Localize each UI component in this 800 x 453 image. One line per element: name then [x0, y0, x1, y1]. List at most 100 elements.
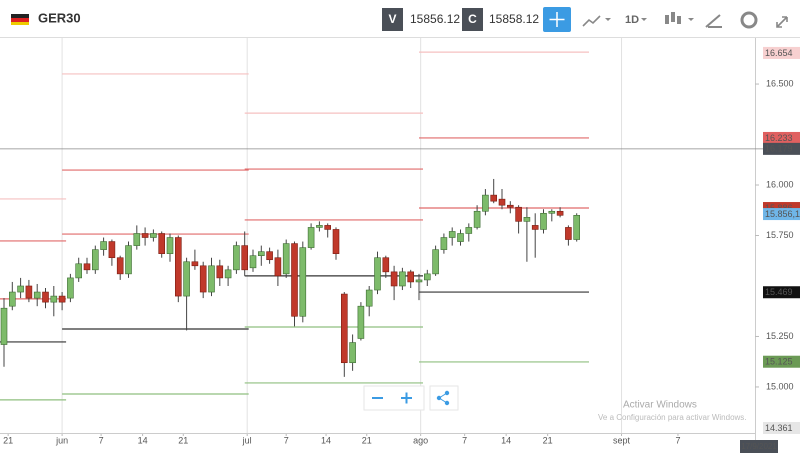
date-label-box — [740, 440, 778, 453]
candle-body — [108, 241, 116, 259]
candle-body — [58, 295, 66, 303]
candle-body — [482, 194, 489, 212]
price-label: 15.886 — [765, 203, 793, 213]
buy-price[interactable]: 15858.12 — [489, 12, 539, 26]
candle-body — [548, 210, 556, 214]
x-tick-label: 7 — [462, 435, 467, 445]
candle-body — [307, 227, 315, 248]
candle-body — [282, 243, 290, 275]
candle-body — [423, 273, 431, 281]
candle-body — [125, 245, 132, 275]
candle-type-button[interactable] — [665, 12, 681, 24]
x-tick-label: 7 — [284, 435, 289, 445]
candle-body — [440, 237, 448, 250]
candle-body — [349, 342, 356, 364]
candle-body — [42, 291, 49, 303]
sell-tag-box[interactable] — [382, 8, 403, 31]
candle-body — [199, 265, 207, 293]
x-tick-label: jun — [55, 435, 68, 445]
buy-tag-box[interactable] — [462, 8, 483, 31]
x-tick-label: 7 — [99, 435, 104, 445]
candle-body — [0, 307, 8, 345]
candle-body — [175, 237, 182, 297]
candle-body — [490, 194, 498, 202]
candle-body — [150, 233, 157, 238]
line-chart-button[interactable] — [582, 15, 601, 27]
candle-body — [540, 212, 547, 230]
dropdown-arrow — [641, 18, 647, 21]
candle-body — [141, 233, 149, 238]
candle-body — [166, 237, 174, 254]
candle-body — [266, 251, 273, 261]
candle-body — [216, 265, 224, 279]
y-tick-label: 15.000 — [766, 381, 794, 391]
x-tick-label: ago — [413, 435, 428, 445]
buy-tag[interactable]: C — [468, 12, 477, 26]
watermark-text: Ve a Configuración para activar Windows. — [598, 413, 747, 422]
share-icon — [436, 390, 450, 406]
dropdown-arrow — [605, 18, 611, 21]
x-tick-label: 14 — [138, 435, 148, 445]
candle-body — [133, 233, 141, 246]
candle-body — [274, 257, 282, 277]
timeframe[interactable]: 1D — [625, 14, 639, 26]
candle-body — [565, 227, 572, 240]
candle-body — [83, 263, 91, 271]
candle-body — [25, 285, 33, 299]
candle-body — [374, 257, 381, 291]
candle-body — [531, 225, 539, 230]
candle-body — [67, 277, 74, 299]
zoom-in[interactable] — [401, 392, 412, 404]
price-label: 15.856,12 — [765, 209, 800, 219]
x-tick-label: 21 — [362, 435, 372, 445]
candle-body — [332, 229, 340, 254]
candle-body — [233, 245, 240, 271]
price-label: 16.654 — [765, 48, 793, 58]
price-label-box — [763, 142, 800, 155]
symbol: GER30 — [38, 10, 81, 25]
x-tick-label: jul — [242, 435, 252, 445]
price-label-box — [763, 355, 800, 368]
plot: 21 jun 7 14 21 jul 7 14 21 ago 7 14 21 sept 7 16.500 16.… — [0, 38, 800, 453]
candle-body — [556, 210, 564, 216]
y-tick-label: 16.000 — [766, 179, 794, 189]
y-tick-label: 15.250 — [766, 331, 794, 341]
flag-icon — [11, 14, 29, 25]
candle-body — [324, 225, 332, 230]
candle-body — [208, 265, 215, 293]
candle-body — [415, 279, 423, 283]
candle-body — [33, 291, 41, 299]
settings-button[interactable] — [740, 11, 758, 29]
candle-body — [316, 225, 323, 228]
price-label-box — [763, 46, 800, 59]
candle-body — [257, 251, 265, 256]
candle-body — [399, 271, 406, 287]
candle-body — [17, 285, 24, 293]
x-tick-label: sept — [613, 435, 631, 445]
price-label-box — [763, 286, 800, 299]
candle-body — [241, 245, 248, 271]
candle-body — [158, 233, 165, 254]
x-tick-label: 21 — [178, 435, 188, 445]
candle-body — [407, 271, 415, 283]
candle-body — [92, 249, 99, 271]
y-tick-label: 15.750 — [766, 230, 794, 240]
watermark-title: Activar Windows — [623, 400, 697, 411]
candle-body — [299, 247, 307, 317]
x-tick-label: 21 — [3, 435, 13, 445]
candle-body — [457, 233, 464, 242]
sell-price[interactable]: 15856.12 — [410, 12, 460, 26]
candle-body — [448, 231, 456, 238]
sell-tag[interactable]: V — [388, 12, 396, 26]
candle-body — [9, 291, 16, 307]
share-button[interactable] — [429, 385, 459, 411]
candle-body — [432, 249, 439, 275]
expand-button[interactable] — [776, 16, 788, 28]
candle-body — [365, 289, 373, 307]
candle-body — [191, 261, 199, 267]
price-label-box — [763, 131, 800, 144]
candle-body — [224, 269, 232, 279]
draw-button[interactable] — [705, 14, 722, 28]
candle-body — [116, 257, 124, 275]
